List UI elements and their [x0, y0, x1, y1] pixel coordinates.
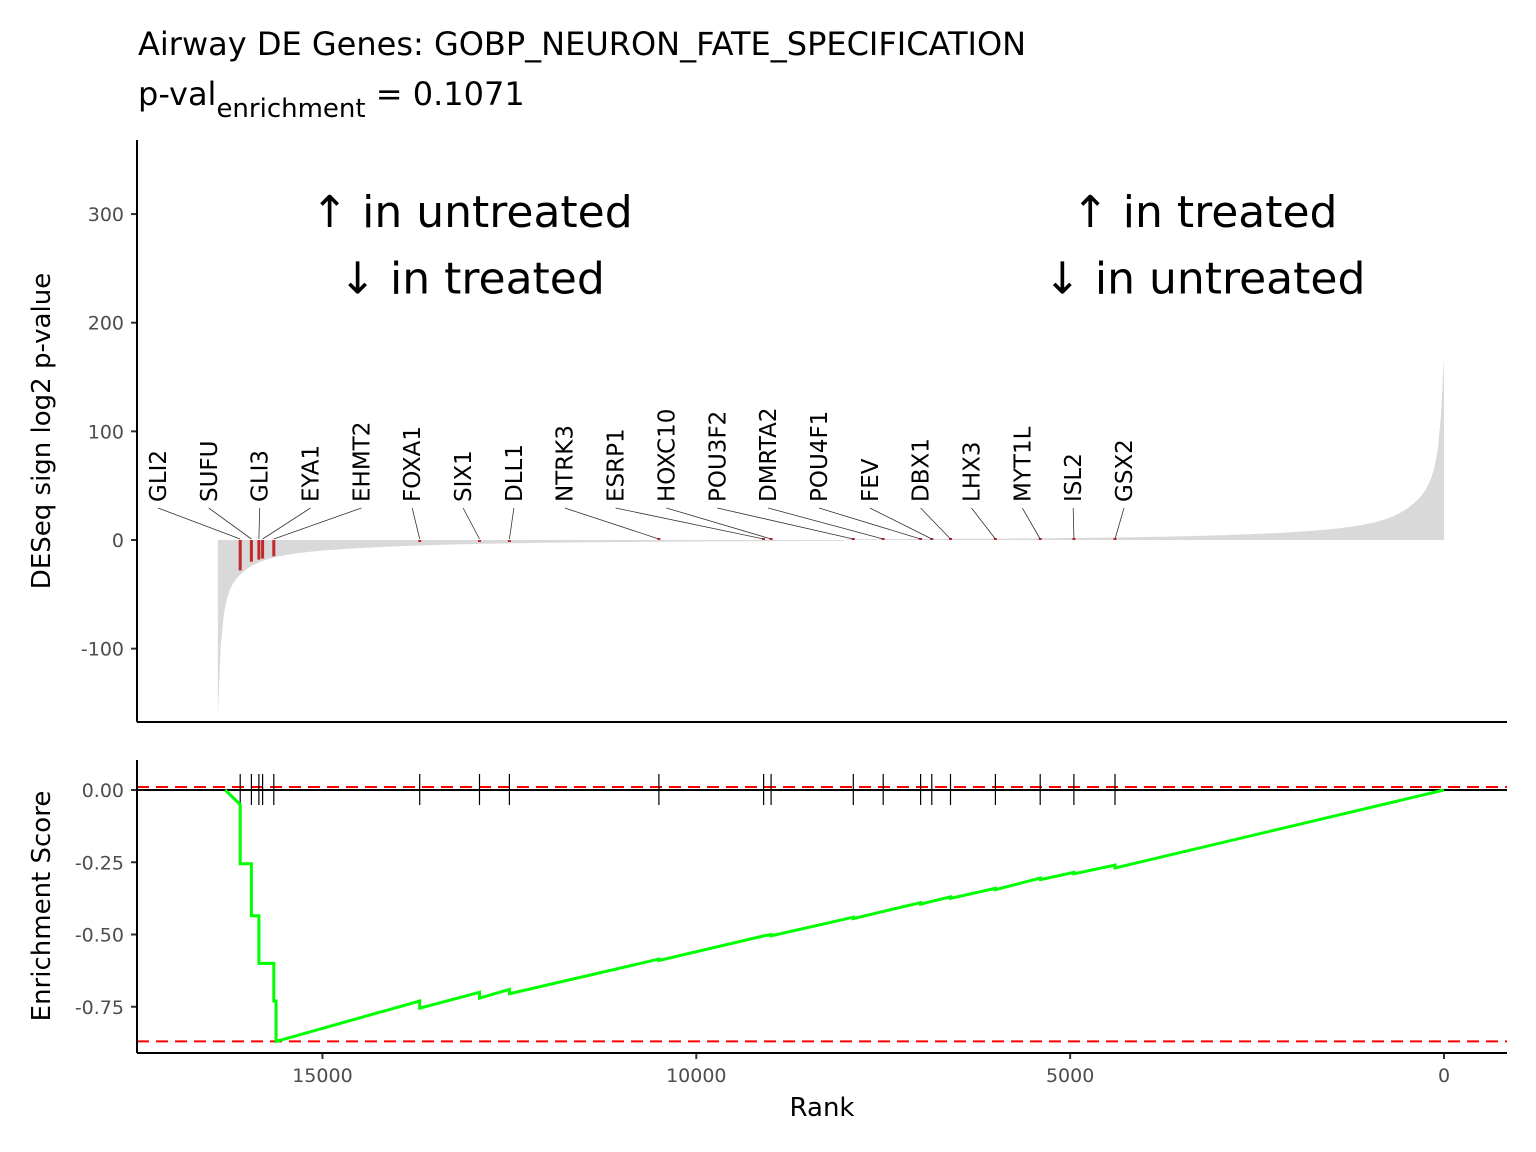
connector-six1 — [462, 507, 480, 540]
connector-ehmt2 — [273, 507, 362, 540]
gene-label-fev: FEV — [858, 458, 884, 502]
gene-bar-six1 — [478, 540, 481, 542]
top-y-ticks: -100 0 100 200 300 — [81, 204, 137, 661]
top-y-axis-title: DESeq sign log2 p-value — [27, 273, 57, 589]
gene-bar-eya1 — [261, 540, 265, 559]
bottom-y-axis-title: Enrichment Score — [27, 791, 57, 1022]
gene-connectors — [157, 507, 1125, 540]
top-panel: GLI2 SUFU GLI3 EYA1 EHMT2 FOXA1 SIX1 DLL1 NTRK3 E… — [27, 140, 1507, 723]
connector-esrp1 — [615, 507, 764, 540]
bottom-ytick-label: -0.50 — [75, 925, 124, 947]
annotation-3: ↑ in treated — [1072, 187, 1338, 238]
connector-hoxc10 — [666, 507, 772, 540]
connector-foxa1 — [411, 507, 421, 540]
gene-labels: GLI2 SUFU GLI3 EYA1 EHMT2 FOXA1 SIX1 DLL1 NTRK3 E… — [146, 408, 1138, 503]
gene-label-pou4f1: POU4F1 — [807, 411, 833, 502]
annotation-4: ↓ in untreated — [1044, 253, 1365, 304]
gene-label-myt1l: MYT1L — [1010, 426, 1036, 502]
connector-gsx2 — [1114, 507, 1125, 540]
xtick-label: 10000 — [666, 1065, 726, 1087]
top-ytick-label: 200 — [88, 313, 124, 335]
connector-dmrta2 — [767, 507, 884, 540]
bottom-ytick-label: -0.75 — [75, 997, 124, 1019]
connector-fev — [869, 507, 932, 540]
gene-label-ntrk3: NTRK3 — [553, 425, 579, 502]
gene-label-gsx2: GSX2 — [1112, 439, 1138, 502]
x-axis-title: Rank — [790, 1093, 855, 1123]
gene-bar-gli2 — [238, 540, 242, 571]
top-ytick-label: 0 — [112, 530, 124, 552]
bottom-panel: 0.00 -0.25 -0.50 -0.75 15000 10000 5000 0 Enri… — [27, 760, 1507, 1123]
connector-myt1l — [1021, 507, 1041, 540]
subtitle-suffix: = 0.1071 — [366, 75, 525, 113]
connector-isl2 — [1072, 507, 1075, 540]
gene-label-esrp1: ESRP1 — [604, 428, 630, 502]
connector-pou4f1 — [818, 507, 921, 540]
gene-label-gli3: GLI3 — [248, 450, 274, 502]
subtitle-prefix: p-val — [138, 75, 216, 113]
chart-title: Airway DE Genes: GOBP_NEURON_FATE_SPECIF… — [138, 25, 1026, 63]
top-ytick-label: 300 — [88, 204, 124, 226]
gene-label-foxa1: FOXA1 — [400, 426, 426, 502]
gene-label-eya1: EYA1 — [299, 445, 325, 502]
hit-ticks — [239, 774, 1116, 805]
gene-label-dll1: DLL1 — [502, 444, 528, 502]
connector-dll1 — [509, 507, 515, 540]
connector-gli3 — [258, 507, 261, 540]
gene-bar-dll1 — [507, 540, 511, 542]
direction-annotations: ↑ in untreated ↓ in treated ↑ in treated ↓ … — [311, 187, 1365, 304]
bottom-ytick-label: 0.00 — [82, 780, 124, 802]
gene-bar-ehmt2 — [272, 540, 276, 557]
connector-sufu — [208, 507, 252, 540]
connector-dbx1 — [920, 507, 951, 540]
xtick-label: 5000 — [1046, 1065, 1094, 1087]
running-score-line — [224, 788, 1445, 1044]
gene-bar-gli3 — [257, 540, 261, 560]
connector-ntrk3 — [564, 507, 660, 540]
subtitle-subscript: enrichment — [216, 94, 365, 124]
connector-eya1 — [262, 507, 311, 540]
gene-label-six1: SIX1 — [451, 450, 477, 502]
gene-label-lhx3: LHX3 — [960, 442, 986, 503]
xtick-label: 0 — [1438, 1065, 1450, 1087]
x-ticks: 15000 10000 5000 0 — [292, 1053, 1450, 1087]
connector-gli2 — [157, 507, 241, 540]
connector-pou3f2 — [717, 507, 854, 540]
connector-lhx3 — [971, 507, 996, 540]
top-ytick-label: 100 — [88, 421, 124, 443]
gene-label-sufu: SUFU — [197, 441, 223, 503]
gene-label-isl2: ISL2 — [1061, 453, 1087, 502]
gene-label-dbx1: DBX1 — [909, 438, 935, 502]
bottom-ytick-label: -0.25 — [75, 852, 124, 874]
gene-label-pou3f2: POU3F2 — [705, 411, 731, 502]
gene-bar-foxa1 — [418, 540, 422, 542]
chart-subtitle: p-valenrichment = 0.1071 — [138, 75, 525, 124]
bottom-y-ticks: 0.00 -0.25 -0.50 -0.75 — [75, 780, 137, 1019]
xtick-label: 15000 — [292, 1065, 352, 1087]
gene-label-gli2: GLI2 — [146, 450, 172, 502]
gene-label-hoxc10: HOXC10 — [654, 409, 680, 502]
gene-label-dmrta2: DMRTA2 — [756, 408, 782, 503]
annotation-2: ↓ in treated — [339, 253, 605, 304]
gene-label-ehmt2: EHMT2 — [349, 422, 375, 502]
gene-bar-sufu — [249, 540, 253, 562]
annotation-1: ↑ in untreated — [311, 187, 632, 238]
top-ytick-label: -100 — [81, 639, 124, 661]
